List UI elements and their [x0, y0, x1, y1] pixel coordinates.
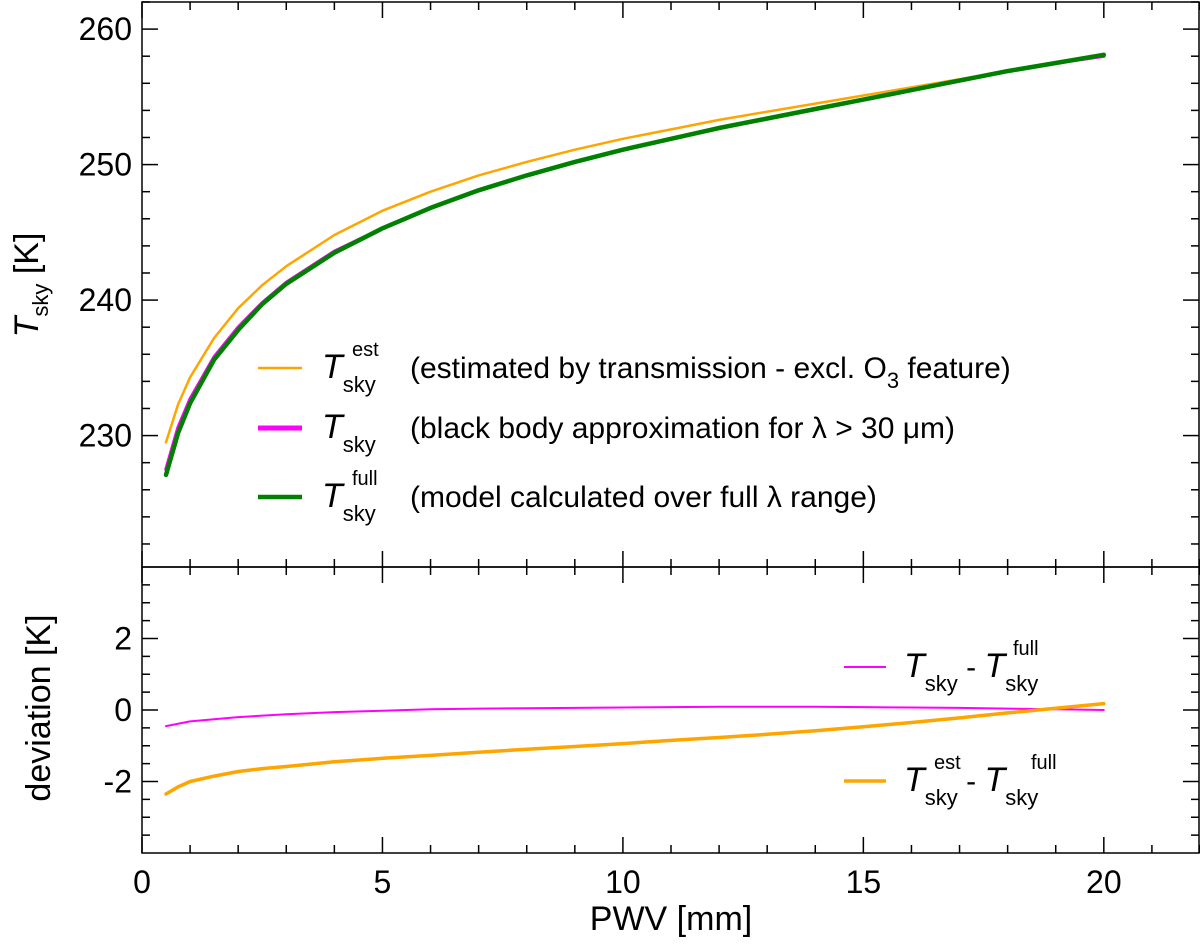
- series-line-bb: [164, 54, 1106, 472]
- top-y-tick-label: 240: [79, 282, 132, 318]
- x-tick-label: 0: [133, 864, 151, 900]
- legend-symbol-full: Tsky: [322, 477, 376, 526]
- top-y-tick-label: 260: [79, 11, 132, 47]
- legend-desc-est: (estimated by transmission - excl. O3 fe…: [410, 352, 1011, 393]
- deviation-legend-sup-est: est: [934, 752, 961, 774]
- x-axis-title: PWV [mm]: [590, 900, 752, 938]
- top-y-tick-label: 250: [79, 147, 132, 183]
- deviation-line-bb: [165, 705, 1105, 728]
- deviation-line-est: [164, 701, 1106, 796]
- legend-desc-full: (model calculated over full λ range): [410, 481, 877, 514]
- x-tick-label: 15: [846, 864, 882, 900]
- legend-sup-full: full: [352, 468, 378, 490]
- deviation-legend-sup-full: full: [1031, 752, 1057, 774]
- legend-symbol-bb: Tsky: [322, 408, 376, 457]
- bottom-y-axis-title: deviation [K]: [20, 614, 58, 801]
- deviation-legend-sup-full: full: [1013, 638, 1039, 660]
- x-tick-label: 20: [1086, 864, 1122, 900]
- legend-desc-bb: (black body approximation for λ > 30 μm): [410, 412, 955, 445]
- legend-sup-est: est: [352, 339, 379, 361]
- deviation-legend-label-bb: Tsky - Tsky: [904, 647, 1038, 696]
- series-line-est: [164, 54, 1106, 444]
- top-y-axis-title: Tsky [K]: [8, 233, 53, 338]
- x-tick-label: 5: [374, 864, 392, 900]
- bottom-y-tick-label: 2: [114, 621, 132, 657]
- legend-symbol-est: Tsky: [322, 348, 376, 397]
- bottom-y-tick-label: 0: [114, 692, 132, 728]
- axes: 0 5 10 15 20 PWV [mm] 230 240 250 260 Tsky [K] -2 0 2…: [8, 1, 1200, 938]
- bottom-y-tick-label: -2: [104, 764, 132, 800]
- x-tick-label: 10: [605, 864, 641, 900]
- deviation-legend-label-est: Tsky - Tsky: [904, 761, 1038, 810]
- series-line-full: [163, 52, 1107, 478]
- top-y-tick-label: 230: [79, 418, 132, 454]
